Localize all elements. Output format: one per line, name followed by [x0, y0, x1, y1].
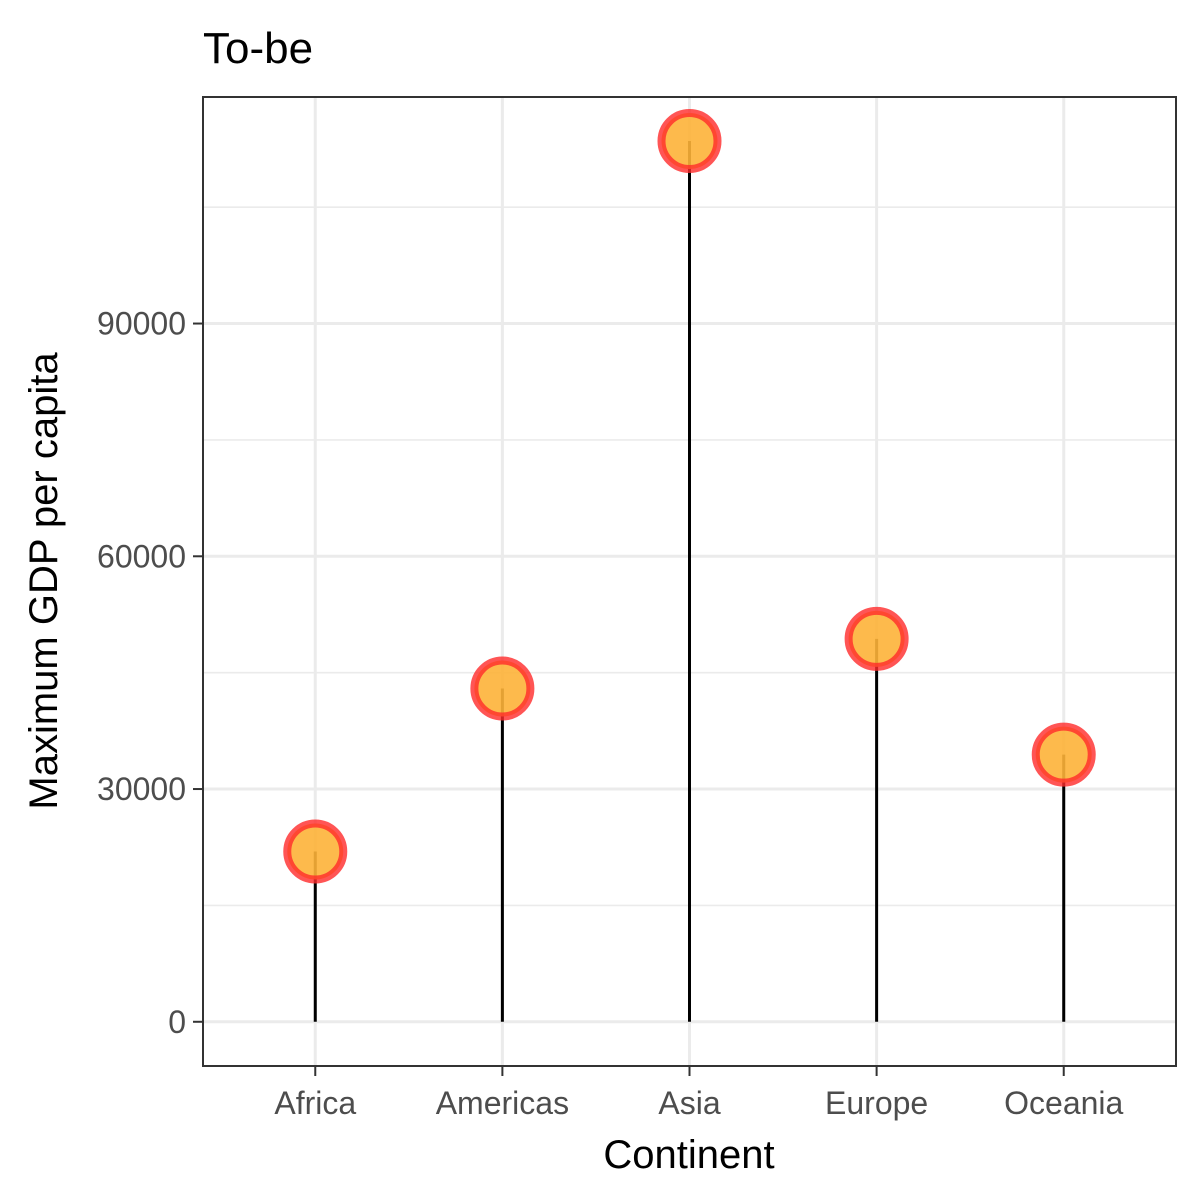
lollipop-point-europe	[844, 606, 909, 671]
y-tick-label: 0	[168, 1004, 186, 1040]
chart-title: To-be	[203, 24, 313, 73]
x-tick-label: Oceania	[1004, 1085, 1123, 1121]
y-tick-label: 90000	[97, 306, 186, 342]
stem-layer	[313, 141, 1066, 1022]
y-tick-label: 30000	[97, 771, 186, 807]
x-tick-label: Americas	[436, 1085, 569, 1121]
lollipop-point-oceania	[1031, 722, 1096, 787]
lollipop-point-asia	[657, 109, 722, 174]
lollipop-point-americas	[470, 656, 535, 721]
y-axis-title: Maximum GDP per capita	[22, 352, 66, 810]
axis-layer: 0 30000 60000 90000 Africa Americas Asia Europe…	[97, 306, 1124, 1121]
point-layer	[283, 109, 1096, 884]
x-tick-label: Europe	[825, 1085, 928, 1121]
lollipop-point-africa	[283, 819, 348, 884]
y-tick-label: 60000	[97, 538, 186, 574]
x-tick-label: Africa	[274, 1085, 356, 1121]
x-tick-label: Asia	[658, 1085, 720, 1121]
x-axis-title: Continent	[603, 1133, 774, 1177]
